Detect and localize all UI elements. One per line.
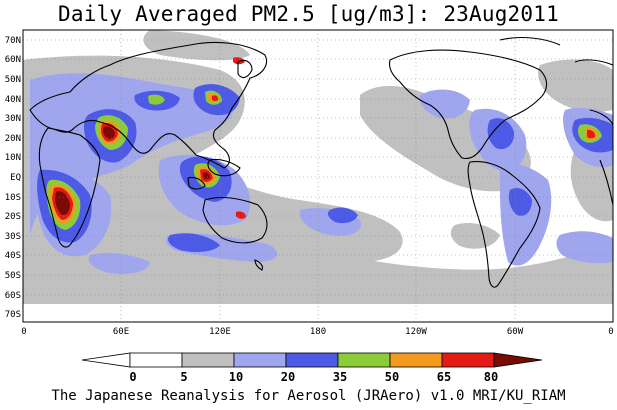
colorbar-segment-5-10 — [181, 352, 235, 368]
colorbar-label: 5 — [180, 370, 187, 384]
colorbar-label: 35 — [333, 370, 347, 384]
latitude-axis: 70N 60N 50N 40N 30N 20N 10N EQ 10S 20S 3… — [5, 36, 21, 320]
lat-label: 50N — [5, 75, 21, 85]
colorbar-segment-20-35 — [285, 352, 339, 368]
coastlines — [29, 36, 613, 288]
lat-label: 40N — [5, 95, 21, 105]
colorbar-label: 10 — [229, 370, 243, 384]
map-frame — [22, 29, 614, 323]
lat-label: 60S — [5, 291, 21, 301]
pm25-band-above-80 — [55, 126, 210, 216]
colorbar-label: 65 — [437, 370, 451, 384]
lon-label: 60W — [507, 327, 524, 337]
credit-line: The Japanese Reanalysis for Aerosol (JRA… — [51, 388, 566, 404]
lat-label: 70N — [5, 36, 21, 46]
longitude-axis: 0 60E 120E 180 120W 60W 0 — [21, 327, 613, 337]
colorbar — [81, 352, 543, 368]
colorbar-segment-35-50 — [337, 352, 391, 368]
lat-label: 40S — [5, 251, 21, 261]
lon-label: 120E — [209, 327, 231, 337]
grid-lines — [23, 30, 613, 322]
colorbar-segment-65-80 — [441, 352, 495, 368]
lat-label: 10S — [5, 193, 21, 203]
pm25-field — [23, 30, 613, 322]
colorbar-segment-above — [493, 352, 543, 368]
lat-label: 60N — [5, 55, 21, 65]
lat-label: EQ — [10, 173, 21, 183]
colorbar-label: 20 — [281, 370, 295, 384]
lat-label: 10N — [5, 153, 21, 163]
lat-label: 30S — [5, 232, 21, 242]
colorbar-label: 80 — [484, 370, 498, 384]
colorbar-labels: 0 5 10 20 35 50 65 80 — [129, 370, 498, 384]
colorbar-segment-0-5 — [129, 352, 183, 368]
lat-label: 70S — [5, 310, 21, 320]
map-title: Daily Averaged PM2.5 [ug/m3]: 23Aug2011 — [58, 2, 559, 26]
colorbar-segment-10-20 — [233, 352, 287, 368]
colorbar-segment-below — [81, 352, 131, 368]
colorbar-label: 50 — [385, 370, 399, 384]
colorbar-segment-50-65 — [389, 352, 443, 368]
lon-label: 0 — [608, 327, 613, 337]
lon-label: 180 — [310, 327, 326, 337]
lon-label: 0 — [21, 327, 26, 337]
lat-label: 20S — [5, 212, 21, 222]
colorbar-label: 0 — [129, 370, 136, 384]
lon-label: 120W — [405, 327, 427, 337]
lat-label: 20N — [5, 134, 21, 144]
lat-label: 30N — [5, 114, 21, 124]
lat-label: 50S — [5, 271, 21, 281]
lon-label: 60E — [113, 327, 129, 337]
